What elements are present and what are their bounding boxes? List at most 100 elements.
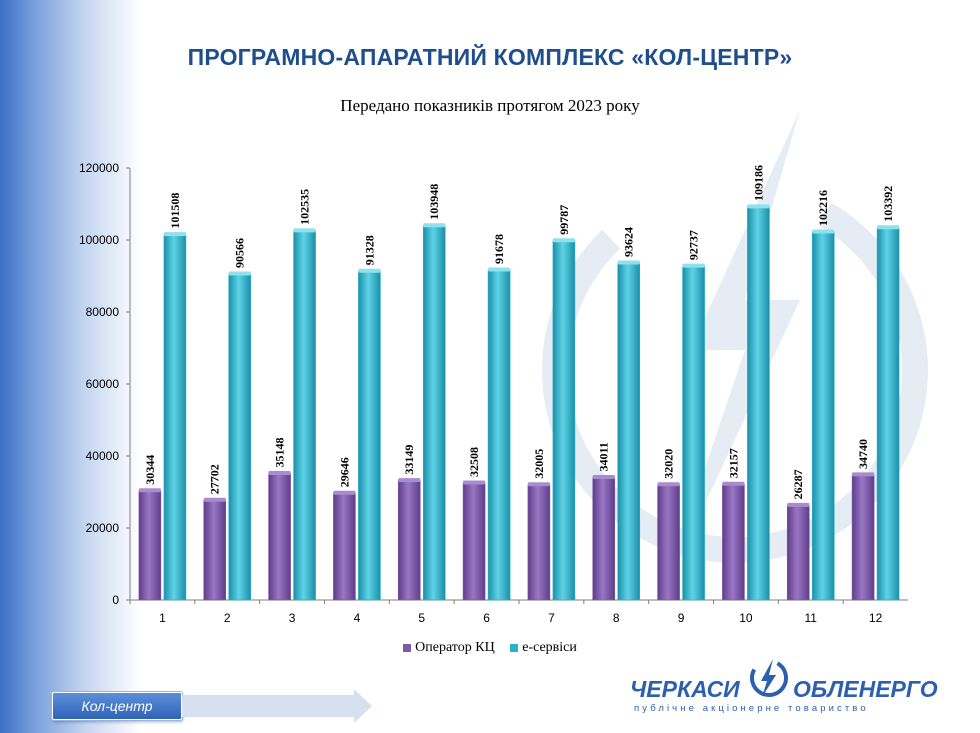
data-label-eservices: 102535 <box>298 189 312 225</box>
data-label-eservices: 103392 <box>881 186 895 222</box>
y-tick-label: 100000 <box>79 233 119 247</box>
bar-top-eservices <box>228 271 251 276</box>
bar-operator <box>462 482 486 601</box>
y-tick-label: 120000 <box>79 161 119 175</box>
nav-tab-call-center[interactable]: Кол-центр <box>52 692 182 720</box>
legend-label-operator: Оператор КЦ <box>415 640 495 655</box>
bar-operator <box>397 480 421 601</box>
data-label-eservices: 91678 <box>492 234 506 264</box>
company-logo: ЧЕРКАСИ ОБЛЕНЕРГО публічне акціонерне то… <box>630 656 940 718</box>
bar-top-operator <box>268 470 291 475</box>
data-label-operator: 32157 <box>726 448 740 478</box>
bar-operator <box>527 484 551 601</box>
arrow-right-icon <box>182 689 372 723</box>
x-tick-label: 12 <box>869 611 883 625</box>
bar-eservices <box>293 230 316 601</box>
data-label-eservices: 91328 <box>362 235 376 265</box>
x-tick-label: 4 <box>354 611 361 625</box>
data-label-eservices: 90566 <box>233 238 247 268</box>
x-tick-label: 3 <box>289 611 296 625</box>
x-tick-label: 1 <box>159 611 166 625</box>
data-label-operator: 35148 <box>273 437 287 467</box>
x-tick-label: 10 <box>739 611 753 625</box>
bar-top-eservices <box>812 229 835 234</box>
data-label-eservices: 109186 <box>751 165 765 201</box>
data-label-operator: 34011 <box>597 442 611 471</box>
y-tick-label: 60000 <box>86 377 120 391</box>
bar-top-operator <box>398 478 421 483</box>
data-label-operator: 29646 <box>337 457 351 487</box>
data-label-operator: 32020 <box>662 449 676 479</box>
lightning-logo-icon <box>750 659 788 697</box>
y-tick-label: 0 <box>112 593 119 607</box>
page-title: ПРОГРАМНО-АПАРАТНИЙ КОМПЛЕКС «КОЛ-ЦЕНТР» <box>187 44 793 70</box>
chart-title: Передано показників протягом 2023 року <box>340 96 640 115</box>
legend-item-operator: Оператор КЦ <box>403 640 495 656</box>
bar-top-eservices <box>358 268 381 273</box>
legend-item-eservices: е-сервіси <box>510 640 577 656</box>
bar-top-eservices <box>293 228 316 233</box>
bar-top-eservices <box>163 232 186 237</box>
bar-operator <box>592 477 616 601</box>
x-tick-label: 8 <box>613 611 620 625</box>
bar-eservices <box>682 265 705 601</box>
logo-text-left: ЧЕРКАСИ <box>630 676 740 702</box>
bar-top-operator <box>787 502 810 507</box>
bar-top-eservices <box>617 260 640 265</box>
bar-top-eservices <box>877 225 900 230</box>
bar-top-operator <box>138 488 161 493</box>
legend-label-eservices: е-сервіси <box>522 640 577 655</box>
bar-eservices <box>617 262 641 601</box>
data-label-eservices: 101508 <box>168 193 182 229</box>
bar-operator <box>786 505 810 601</box>
bar-eservices <box>876 227 900 601</box>
y-tick-label: 20000 <box>86 521 120 535</box>
bar-top-operator <box>527 482 550 487</box>
bar-operator <box>333 492 356 601</box>
data-label-eservices: 99787 <box>557 205 571 235</box>
data-label-operator: 33149 <box>402 445 416 475</box>
bar-top-operator <box>592 475 615 480</box>
bar-operator <box>722 483 745 601</box>
bar-eservices <box>228 273 252 601</box>
legend-swatch-operator <box>403 644 412 652</box>
logo-subtitle: публічне акціонерне товариство <box>634 703 869 714</box>
y-tick-label: 40000 <box>86 449 120 463</box>
data-label-eservices: 103948 <box>427 184 441 220</box>
bar-top-eservices <box>682 263 705 268</box>
data-label-operator: 34740 <box>856 439 870 469</box>
bar-eservices <box>487 269 511 601</box>
bar-eservices <box>811 231 835 601</box>
bar-operator <box>657 484 680 601</box>
data-label-eservices: 93624 <box>622 227 636 257</box>
bar-top-operator <box>333 490 356 495</box>
x-tick-label: 6 <box>483 611 490 625</box>
data-label-operator: 27702 <box>208 464 222 494</box>
bar-operator <box>203 499 227 601</box>
bar-eservices <box>358 270 381 601</box>
data-label-eservices: 92737 <box>687 230 701 260</box>
legend-swatch-eservices <box>510 644 519 652</box>
bar-eservices <box>163 234 187 601</box>
bar-operator <box>851 474 875 601</box>
x-tick-label: 2 <box>224 611 231 625</box>
x-tick-label: 7 <box>548 611 555 625</box>
x-tick-label: 9 <box>678 611 685 625</box>
data-label-operator: 30344 <box>143 455 157 485</box>
bar-top-eservices <box>423 223 446 228</box>
bar-operator <box>268 473 291 601</box>
bar-top-operator <box>657 482 680 487</box>
data-label-operator: 32005 <box>532 449 546 479</box>
logo-text-right: ОБЛЕНЕРГО <box>793 676 938 702</box>
y-tick-label: 80000 <box>86 305 120 319</box>
bar-eservices <box>747 206 770 601</box>
bar-operator <box>138 490 162 601</box>
chart-legend: Оператор КЦ е-сервіси <box>0 640 980 657</box>
bar-top-eservices <box>488 267 511 272</box>
bar-top-operator <box>463 480 486 485</box>
data-label-eservices: 102216 <box>816 190 830 226</box>
bar-eservices <box>422 225 446 601</box>
x-tick-label: 5 <box>418 611 425 625</box>
bar-top-operator <box>203 497 226 502</box>
